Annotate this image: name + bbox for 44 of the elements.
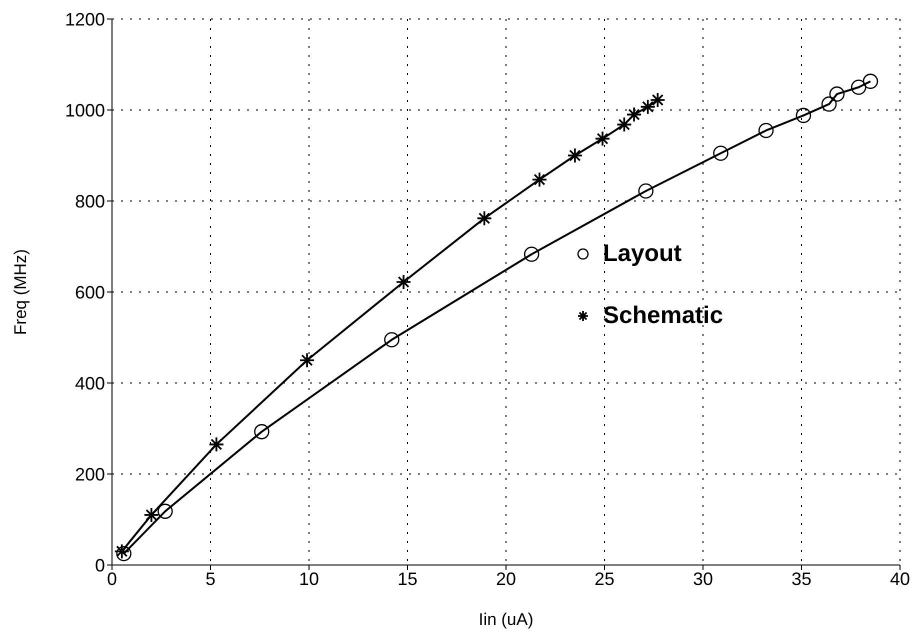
point xyxy=(829,86,845,102)
y-axis-title: Freq (MHz) xyxy=(11,249,30,335)
x-tick-label: 10 xyxy=(298,568,320,589)
point xyxy=(650,92,666,108)
y-tick-label: 400 xyxy=(74,373,105,394)
point xyxy=(532,172,548,188)
legend-label: Schematic xyxy=(603,302,724,330)
point xyxy=(567,148,583,164)
x-tick-label: 0 xyxy=(106,568,118,589)
point xyxy=(862,74,878,89)
y-tick-label: 1000 xyxy=(64,100,105,120)
y-tick-label: 0 xyxy=(94,555,105,576)
point xyxy=(796,108,812,124)
point xyxy=(616,116,632,132)
legend-label: Layout xyxy=(603,240,682,268)
x-tick-label: 30 xyxy=(692,568,714,589)
point xyxy=(476,210,492,226)
y-tick-label: 800 xyxy=(74,191,105,212)
point xyxy=(524,246,540,262)
x-tick-label: 15 xyxy=(397,568,418,589)
point xyxy=(638,183,654,199)
point xyxy=(713,146,728,161)
point xyxy=(626,106,642,122)
point xyxy=(396,274,412,290)
x-axis-title: Iin (uA) xyxy=(478,610,534,629)
y-tick-label: 200 xyxy=(74,464,105,484)
point xyxy=(384,332,400,348)
point xyxy=(299,352,315,368)
point xyxy=(144,507,160,523)
point xyxy=(594,130,610,147)
y-tick-label: 1200 xyxy=(64,9,105,30)
x-tick-label: 20 xyxy=(496,568,516,589)
point xyxy=(850,80,866,95)
x-tick-label: 35 xyxy=(791,568,812,589)
y-tick-label: 600 xyxy=(74,282,105,302)
point xyxy=(208,436,224,452)
point xyxy=(821,96,837,112)
point xyxy=(158,504,173,519)
point xyxy=(758,122,774,138)
point xyxy=(254,424,270,440)
x-tick-label: 25 xyxy=(594,568,615,589)
x-tick-label: 40 xyxy=(890,568,910,589)
point xyxy=(640,98,656,115)
x-tick-label: 5 xyxy=(205,568,216,589)
